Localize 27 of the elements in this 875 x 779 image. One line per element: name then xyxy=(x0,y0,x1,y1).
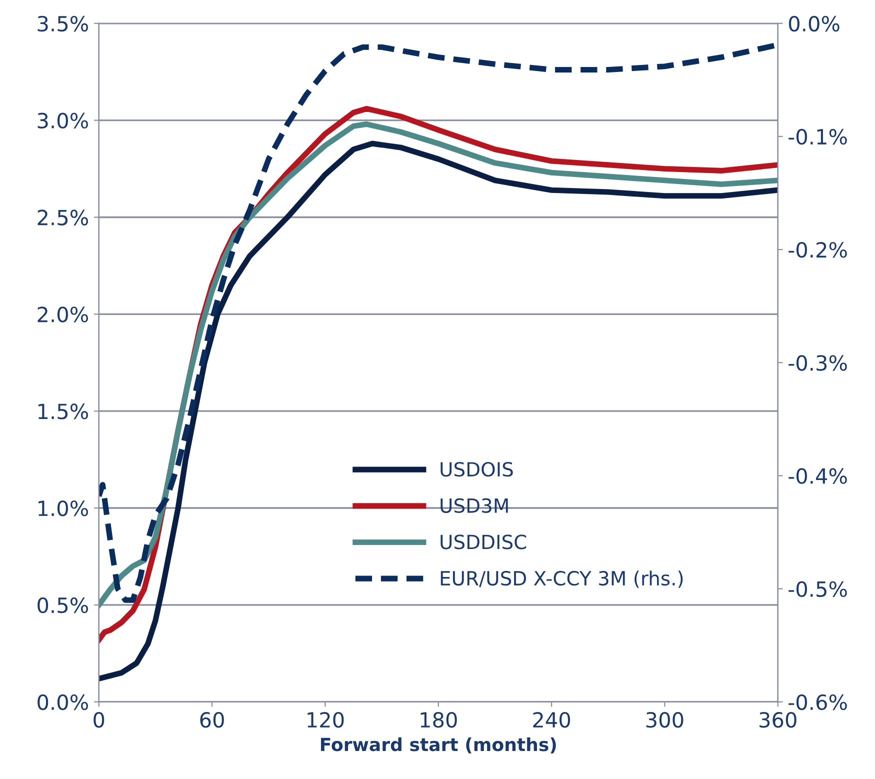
y-tick-label: 0.5% xyxy=(38,597,88,614)
legend-label: USDDISC xyxy=(440,534,526,550)
x-tick-label: 120 xyxy=(308,712,344,728)
x-tick-label: 60 xyxy=(200,712,224,728)
x-tick-label: 300 xyxy=(646,712,684,728)
y-tick-label: 2.0% xyxy=(38,306,88,322)
y-tick-label: 1.0% xyxy=(38,500,88,516)
x-axis-title: Forward start (months) xyxy=(320,737,556,754)
y-tick-label: 3.0% xyxy=(38,112,88,129)
y2-tick-label: -0.3% xyxy=(788,355,847,371)
y2-tick-label: -0.6% xyxy=(788,694,847,710)
y2-tick-label: 0.0% xyxy=(788,16,840,32)
legend-label: USDOIS xyxy=(440,462,513,477)
y-tick-label: 3.5% xyxy=(38,16,88,32)
y2-tick-label: -0.1% xyxy=(788,128,847,145)
legend-label: EUR/USD X-CCY 3M (rhs.) xyxy=(440,570,683,588)
x-tick-label: 360 xyxy=(760,712,796,728)
y-tick-label: 1.5% xyxy=(38,404,88,420)
x-tick-label: 240 xyxy=(533,712,570,728)
y-tick-label: 0.0% xyxy=(38,694,88,710)
y2-tick-label: -0.5% xyxy=(788,581,847,598)
x-tick-label: 0 xyxy=(94,712,104,728)
y-tick-label: 2.5% xyxy=(38,210,88,226)
y2-tick-label: -0.4% xyxy=(788,468,847,484)
x-tick-label: 180 xyxy=(420,712,457,728)
y2-tick-label: -0.2% xyxy=(788,242,847,258)
legend-label: USD3M xyxy=(440,498,508,513)
